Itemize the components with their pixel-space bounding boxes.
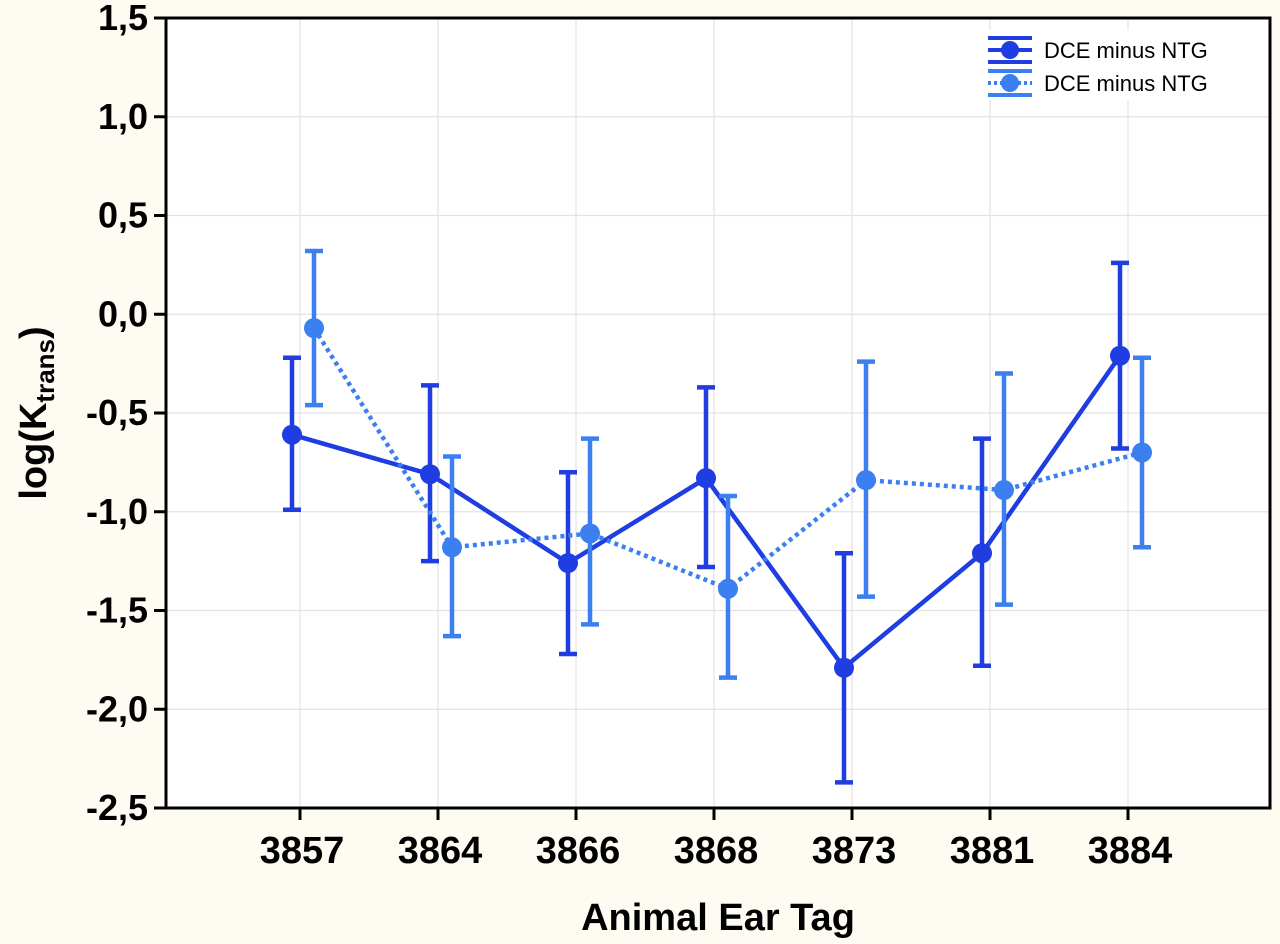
data-point <box>696 468 716 489</box>
legend: DCE minus NTG DCE minus NTG <box>978 30 1260 100</box>
legend-item-series-1: DCE minus NTG <box>988 36 1208 64</box>
y-axis-title-main: log(K <box>13 402 55 500</box>
y-axis-title-subscript: trans <box>30 339 60 403</box>
y-tick-label: 0,0 <box>98 293 148 334</box>
y-tick-label: -2,5 <box>86 787 148 828</box>
legend-label-series-1: DCE minus NTG <box>1044 38 1208 63</box>
data-point <box>420 464 440 485</box>
data-point <box>1110 345 1130 366</box>
data-point <box>994 480 1014 501</box>
y-tick-label: -1,0 <box>86 491 148 532</box>
data-point <box>718 578 738 599</box>
y-axis-title: log(Ktrans) <box>13 326 60 499</box>
x-tick-label: 3857 <box>260 830 345 872</box>
data-point <box>282 424 302 445</box>
x-tick-label: 3881 <box>950 830 1035 872</box>
legend-swatch-marker <box>1001 41 1019 59</box>
data-point <box>304 318 324 339</box>
series-2 <box>304 248 1152 680</box>
data-point <box>580 523 600 544</box>
data-point <box>972 543 992 564</box>
y-tick-label: -2,0 <box>86 688 148 729</box>
series-1 <box>282 260 1130 785</box>
legend-swatch-marker <box>1001 74 1019 92</box>
x-tick-label: 3866 <box>536 830 621 872</box>
y-axis-title-close: ) <box>13 326 55 339</box>
y-tick-label: -1,5 <box>86 590 148 631</box>
series-layer <box>282 248 1152 785</box>
data-point <box>834 657 854 678</box>
x-tick-label: 3884 <box>1088 830 1173 872</box>
y-tick-label: 1,5 <box>98 0 148 38</box>
legend-item-series-2: DCE minus NTG <box>988 69 1208 97</box>
x-tick-label: 3864 <box>398 830 483 872</box>
x-axis-title: Animal Ear Tag <box>581 897 855 939</box>
x-axis-ticks: 3857 3864 3866 3868 3873 3881 3884 <box>260 808 1173 872</box>
data-point <box>856 470 876 491</box>
legend-box <box>978 30 1260 100</box>
y-tick-label: 0,5 <box>98 195 148 236</box>
data-point <box>558 553 578 574</box>
y-axis-ticks: 1,5 1,0 0,5 0,0 -0,5 -1,0 -1,5 -2,0 -2,5 <box>86 0 166 828</box>
legend-label-series-2: DCE minus NTG <box>1044 71 1208 96</box>
data-point <box>1132 442 1152 463</box>
x-tick-label: 3868 <box>674 830 759 872</box>
data-point <box>442 537 462 558</box>
y-tick-label: 1,0 <box>98 96 148 137</box>
grid <box>166 17 1270 809</box>
y-tick-label: -0,5 <box>86 392 148 433</box>
x-tick-label: 3873 <box>812 830 897 872</box>
